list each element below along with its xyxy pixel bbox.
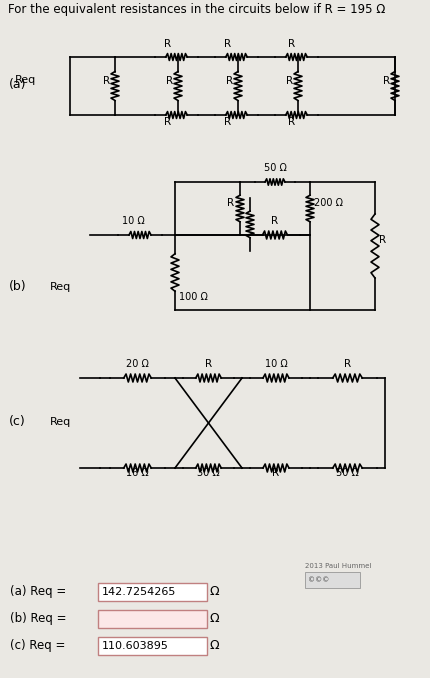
Text: 20 Ω: 20 Ω	[126, 359, 149, 369]
FancyBboxPatch shape	[98, 637, 206, 654]
Text: (a): (a)	[9, 78, 27, 91]
Text: R: R	[226, 76, 233, 86]
Text: 100 Ω: 100 Ω	[179, 292, 208, 302]
Text: (b) Req =: (b) Req =	[10, 612, 67, 625]
Text: 10 Ω: 10 Ω	[264, 359, 287, 369]
Text: 10 Ω: 10 Ω	[122, 216, 144, 226]
Text: ©©©: ©©©	[308, 577, 329, 583]
Text: R: R	[379, 235, 386, 245]
Text: R: R	[383, 76, 390, 86]
Text: Ω: Ω	[210, 612, 220, 625]
Text: (c) Req =: (c) Req =	[10, 639, 65, 652]
FancyBboxPatch shape	[98, 610, 206, 628]
Text: R: R	[289, 39, 295, 49]
Text: R: R	[224, 39, 232, 49]
Text: 16 Ω: 16 Ω	[126, 468, 149, 478]
Text: (c): (c)	[9, 415, 26, 428]
Text: Ω: Ω	[210, 639, 220, 652]
Text: 50 Ω: 50 Ω	[336, 468, 359, 478]
Text: 110.603895: 110.603895	[102, 641, 169, 651]
Text: R: R	[289, 117, 295, 127]
Text: 2013 Paul Hummel: 2013 Paul Hummel	[305, 563, 372, 569]
Text: Req: Req	[50, 282, 71, 292]
Text: Req: Req	[50, 417, 71, 427]
Text: Ω: Ω	[210, 585, 220, 598]
Text: R: R	[227, 197, 234, 207]
Text: R: R	[286, 76, 293, 86]
Text: 30 Ω: 30 Ω	[197, 468, 220, 478]
Text: R: R	[103, 76, 110, 86]
Text: R: R	[271, 216, 279, 226]
Text: R: R	[344, 359, 351, 369]
Bar	[305, 572, 360, 588]
Text: R: R	[164, 39, 172, 49]
Text: R: R	[164, 117, 172, 127]
Text: R: R	[205, 359, 212, 369]
Text: (b): (b)	[9, 280, 27, 293]
Text: R: R	[273, 468, 280, 478]
Text: (a) Req =: (a) Req =	[10, 585, 66, 598]
Text: Req: Req	[15, 75, 36, 85]
Text: For the equivalent resistances in the circuits below if R = 195 Ω: For the equivalent resistances in the ci…	[8, 3, 385, 16]
Text: R: R	[224, 117, 232, 127]
Text: R: R	[166, 76, 173, 86]
Text: 200 Ω: 200 Ω	[314, 197, 343, 207]
Text: 50 Ω: 50 Ω	[264, 163, 286, 173]
Text: 142.7254265: 142.7254265	[102, 587, 176, 597]
FancyBboxPatch shape	[98, 582, 206, 601]
